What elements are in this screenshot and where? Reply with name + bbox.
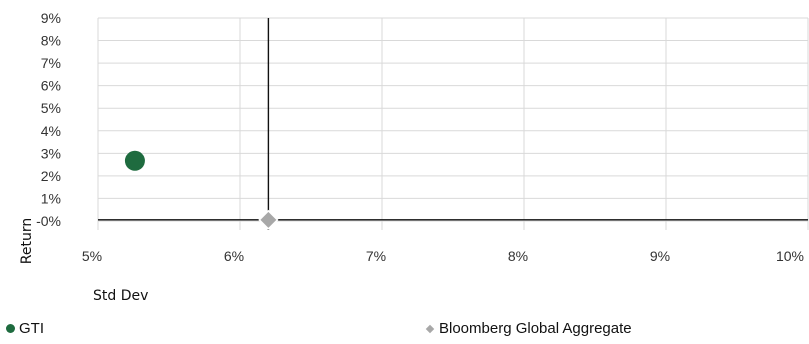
data-point-gti (124, 150, 145, 171)
legend-label-gti: GTI (19, 320, 44, 337)
diamond-marker-icon (425, 324, 435, 333)
x-axis-title: Std Dev (93, 288, 148, 304)
y-tick-label: 2% (41, 168, 61, 184)
y-tick-label: 9% (41, 10, 61, 26)
y-tick-label: 1% (41, 190, 61, 206)
x-tick-label: 7% (366, 248, 386, 264)
y-tick-label: 8% (41, 33, 61, 49)
x-tick-label: 8% (508, 248, 528, 264)
circle-marker-icon (6, 324, 15, 333)
y-tick-label: 7% (41, 55, 61, 71)
x-tick-label: 10% (776, 248, 804, 264)
y-axis-title: Return (19, 218, 35, 264)
x-tick-label: 5% (82, 248, 102, 264)
x-tick-label: 9% (650, 248, 670, 264)
data-points (124, 150, 279, 230)
y-tick-label: 5% (41, 100, 61, 116)
legend-item-gti: GTI (6, 320, 44, 337)
y-tick-label: -0% (36, 213, 61, 229)
legend-label-bloomberg-global-aggregate: Bloomberg Global Aggregate (439, 320, 632, 337)
grid (97, 17, 809, 230)
x-tick-labels: 5% 6% 7% 8% 9% 10% (82, 248, 804, 264)
y-tick-label: 4% (41, 123, 61, 139)
x-tick-label: 6% (224, 248, 244, 264)
data-point-bloomberg-global-aggregate (258, 209, 279, 230)
legend-item-bloomberg-global-aggregate: Bloomberg Global Aggregate (425, 320, 632, 337)
y-tick-label: 6% (41, 78, 61, 94)
reference-lines (98, 18, 808, 230)
y-tick-labels: -0% 1% 2% 3% 4% 5% 6% 7% 8% 9% (36, 10, 61, 229)
y-tick-label: 3% (41, 145, 61, 161)
